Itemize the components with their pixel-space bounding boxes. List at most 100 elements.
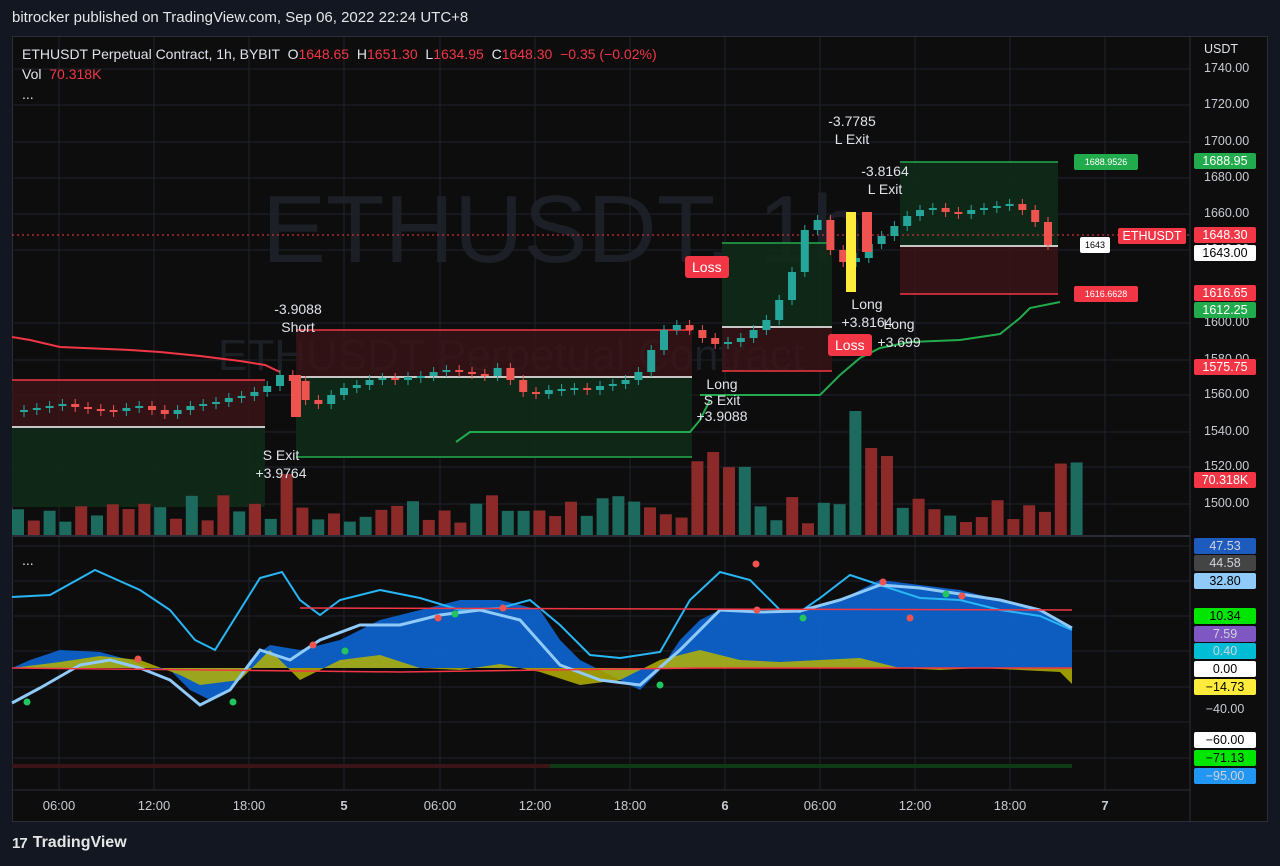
candle [352,385,361,388]
volume-bar [391,505,404,536]
volume-bar [691,461,704,536]
oscillator-tag: −60.00 [1194,732,1256,748]
volume-bar [454,522,467,536]
price-label: 1560.00 [1204,387,1250,401]
open-value: 1648.65 [298,46,350,62]
volume-bar [249,503,261,536]
candle [327,395,336,404]
publish-text: bitrocker published on TradingView.com, … [12,9,469,26]
candle [941,208,950,212]
volume-bar [138,503,151,536]
symbol-legend[interactable]: ETHUSDT Perpetual Contract, 1h, BYBIT O1… [22,44,657,104]
volume-bar [802,523,814,536]
candle [442,370,451,372]
candle [647,350,656,372]
price-label: 1680.00 [1204,170,1250,184]
short2-profit-zone [296,377,692,457]
candle [519,380,528,392]
volume-bar [59,521,72,536]
candle [301,381,310,400]
signal-dot [799,614,807,622]
low-value: 1634.95 [433,46,484,62]
oscillator-tag: 47.53 [1194,538,1256,554]
signal-dot [906,614,914,622]
candle [109,410,118,412]
signal-dot [499,604,507,612]
signal-dot [752,560,760,568]
close-label: C [491,46,502,62]
candle [724,342,732,344]
volume-bar [770,520,783,536]
candle [583,388,592,390]
volume-value: 70.318K [49,66,102,82]
volume-bar [612,496,625,536]
signal-dot [656,681,664,689]
volume-bar [233,511,246,536]
price-label: 1600.00 [1204,315,1250,329]
legend-more-button[interactable]: ... [22,86,34,102]
volume-bar [975,517,988,536]
long2-loss-zone [900,246,1058,294]
volume-bar [896,507,909,536]
oscillator-tag: 44.58 [1194,555,1256,571]
candle [762,320,771,330]
time-label: 7 [1101,798,1109,813]
candle [212,402,220,404]
candle [660,330,668,350]
long-exit-1: -3.7785 L Exit [828,113,876,147]
candle [672,325,681,330]
volume-bar [470,503,483,536]
high-label: H [356,46,367,62]
indicator-more-button[interactable]: ... [22,552,34,568]
volume-bar [501,510,514,536]
short-signal: -3.9088 Short [274,301,322,335]
symbol-title[interactable]: ETHUSDT Perpetual Contract, 1h, BYBIT [22,46,280,62]
volume-bar [1007,519,1020,536]
candle [96,409,105,411]
volume-bar [817,502,830,536]
volume-bar [960,522,972,536]
volume-bar [154,507,167,536]
oscillator-tag: −71.13 [1194,750,1256,766]
candle [916,210,924,216]
volume-bar [865,448,878,536]
tradingview-logo-icon: 17 [12,834,28,852]
candle [58,404,67,406]
candle [135,406,144,408]
time-label: 06:00 [803,798,837,813]
tradingview-logo[interactable]: 17 TradingView [12,834,127,852]
candle [84,407,92,409]
candle [173,410,182,414]
candle [992,206,1001,208]
volume-bar [312,519,325,536]
candle [775,300,784,320]
candle [736,338,745,342]
level-lines [11,161,1190,458]
currency-label[interactable]: USDT [1204,42,1239,56]
candle [250,392,259,396]
candle [1005,204,1014,206]
take-profit-box: 1688.9526 [1074,154,1138,170]
signal-dot [958,592,966,600]
price-tag: 1575.75 [1194,359,1256,375]
tradingview-brand: TradingView [32,834,127,851]
candle [314,400,323,404]
candle [45,406,54,408]
volume-bar [738,466,751,536]
candle [20,410,28,412]
volume-bar [833,504,846,536]
stop-loss-box: 1616.6628 [1074,286,1138,302]
candle [980,208,988,210]
candle [160,410,169,414]
candle [532,392,540,394]
volume-bar [1039,511,1051,536]
time-label: 5 [340,798,348,813]
volume-bar [707,452,720,536]
candle [71,404,80,407]
candle [199,404,208,406]
volume-bar [280,474,293,536]
volume-bar [375,509,388,536]
low-label: L [425,46,434,62]
candle [967,210,976,214]
